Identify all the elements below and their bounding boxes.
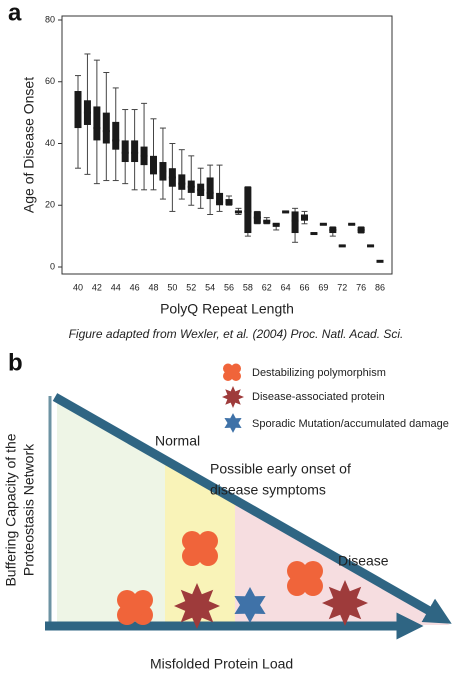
x-tick-label: 69 xyxy=(318,282,328,292)
box xyxy=(291,211,299,234)
box xyxy=(121,140,129,163)
box xyxy=(93,106,101,141)
box xyxy=(216,192,224,206)
plot-area: 0 20 40 60 80 40 42 44 46 48 50 52 54 56 58 62 64 66 69 72 7… xyxy=(45,14,385,292)
x-tick-label: 54 xyxy=(205,282,215,292)
box xyxy=(102,112,110,144)
legend-text: Disease-associated protein xyxy=(252,391,385,403)
x-tick-label: 76 xyxy=(356,282,366,292)
x-tick-label: 46 xyxy=(130,282,140,292)
plot-frame xyxy=(61,15,393,275)
box xyxy=(244,186,252,234)
legend-icon xyxy=(224,413,242,433)
polymorphism-icon xyxy=(117,590,153,625)
y-tick-label: 60 xyxy=(45,76,55,86)
x-tick-label: 72 xyxy=(337,282,347,292)
x-tick-label: 62 xyxy=(262,282,272,292)
region-label: Normal xyxy=(155,433,200,449)
x-tick-label: 56 xyxy=(224,282,234,292)
box xyxy=(272,223,280,227)
x-tick-label: 64 xyxy=(281,282,291,292)
x-tick-label: 66 xyxy=(299,282,309,292)
x-tick-label: 58 xyxy=(243,282,253,292)
region-label: Possible early onset of xyxy=(210,461,351,477)
y-tick-label: 20 xyxy=(45,200,55,210)
region-label: Disease xyxy=(338,553,389,569)
legend-icon xyxy=(222,386,244,408)
polymorphism-icon xyxy=(182,531,218,566)
x-tick-label: 48 xyxy=(148,282,158,292)
disease-protein-icon xyxy=(322,580,368,626)
x-tick-label: 50 xyxy=(167,282,177,292)
x-tick-label: 86 xyxy=(375,282,385,292)
box xyxy=(263,220,271,224)
box xyxy=(131,140,139,163)
box xyxy=(178,174,186,190)
polymorphism-icon xyxy=(287,561,323,596)
box xyxy=(206,177,214,200)
diagram-y-title: Buffering Capacity of the xyxy=(3,433,19,586)
x-tick-label: 44 xyxy=(111,282,121,292)
diagram: Destabilizing polymorphism Disease-assoc… xyxy=(3,363,452,672)
legend-text: Sporadic Mutation/accumulated damage xyxy=(252,418,449,430)
x-tick-label: 42 xyxy=(92,282,102,292)
diagram-x-title: Misfolded Protein Load xyxy=(150,656,293,672)
panel-label: b xyxy=(8,349,23,376)
diagonal-arrow xyxy=(52,393,452,624)
legend-text: Destabilizing polymorphism xyxy=(252,367,386,379)
caption: Figure adapted from Wexler, et al. (2004… xyxy=(69,327,404,341)
region-label: disease symptoms xyxy=(210,482,326,498)
box xyxy=(74,91,82,129)
x-tick-label: 40 xyxy=(73,282,83,292)
normal-region xyxy=(57,400,165,625)
disease-protein-icon xyxy=(174,583,220,629)
x-axis-title: PolyQ Repeat Length xyxy=(160,301,294,317)
diagram-y-title: Proteostasis Network xyxy=(21,443,37,576)
y-axis-title: Age of Disease Onset xyxy=(21,77,37,213)
box xyxy=(112,121,120,150)
x-tick-label: 52 xyxy=(186,282,196,292)
panel-label: a xyxy=(8,0,22,26)
y-tick-label: 80 xyxy=(45,14,55,24)
y-tick-label: 40 xyxy=(45,138,55,148)
legend-icon xyxy=(223,363,241,381)
y-tick-label: 0 xyxy=(50,261,55,271)
